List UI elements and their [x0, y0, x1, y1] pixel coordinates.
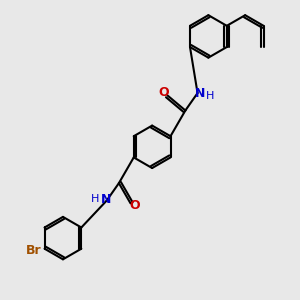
- Text: O: O: [130, 199, 140, 212]
- Text: Br: Br: [26, 244, 42, 257]
- Text: N: N: [100, 193, 111, 206]
- Text: H: H: [206, 91, 214, 101]
- Text: H: H: [91, 194, 99, 205]
- Text: N: N: [194, 87, 205, 100]
- Text: O: O: [158, 86, 169, 99]
